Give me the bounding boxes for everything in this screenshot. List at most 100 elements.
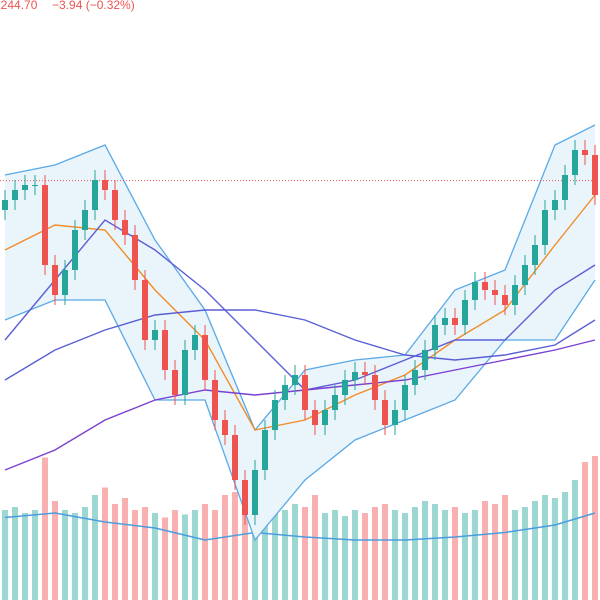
candle-body <box>592 155 598 195</box>
volume-bar <box>512 510 518 600</box>
candle-body <box>302 375 308 410</box>
candle-body <box>532 245 538 265</box>
candle-body <box>432 325 438 350</box>
volume-bar <box>72 513 78 600</box>
volume-bar <box>112 504 118 600</box>
volume-bar <box>532 501 538 600</box>
volume-bar <box>402 513 408 600</box>
volume-bar <box>472 510 478 600</box>
candle-body <box>142 280 148 340</box>
candle-body <box>172 370 178 395</box>
candle-body <box>52 265 58 295</box>
candle-body <box>452 318 458 325</box>
volume-bar <box>482 501 488 600</box>
candle-body <box>542 210 548 245</box>
candle-body <box>162 330 168 370</box>
candle-body <box>402 385 408 410</box>
candle-body <box>292 375 298 385</box>
volume-bar <box>432 504 438 600</box>
volume-bar <box>32 510 38 600</box>
candle-body <box>152 330 158 340</box>
candle-body <box>282 385 288 400</box>
candle-body <box>212 380 218 420</box>
volume-bar <box>62 510 68 600</box>
volume-bar <box>312 495 318 600</box>
volume-bar <box>342 516 348 600</box>
volume-bar <box>202 504 208 600</box>
candle-body <box>472 282 478 300</box>
volume-bar <box>122 498 128 600</box>
volume-bar <box>22 513 28 600</box>
candle-body <box>122 220 128 235</box>
volume-bar <box>352 510 358 600</box>
candle-body <box>512 285 518 305</box>
volume-bar <box>582 462 588 600</box>
candle-body <box>562 175 568 200</box>
volume-bar <box>222 495 228 600</box>
volume-bar <box>292 504 298 600</box>
band-fill <box>5 125 595 540</box>
volume-bar <box>542 495 548 600</box>
volume-bar <box>52 501 58 600</box>
candle-body <box>22 185 28 190</box>
candle-body <box>372 375 378 400</box>
volume-bar <box>562 492 568 600</box>
candle-body <box>32 185 38 186</box>
volume-bar <box>492 504 498 600</box>
candle-body <box>112 190 118 220</box>
volume-bar <box>332 510 338 600</box>
volume-bar <box>242 465 248 600</box>
candle-body <box>252 470 258 515</box>
volume-bar <box>502 495 508 600</box>
candle-body <box>272 400 278 430</box>
candle-body <box>352 372 358 380</box>
candle-body <box>132 235 138 280</box>
volume-bar <box>452 507 458 600</box>
volume-bar <box>372 507 378 600</box>
candle-body <box>202 335 208 380</box>
candle-body <box>482 282 488 290</box>
candle-body <box>232 435 238 480</box>
candle-body <box>312 410 318 425</box>
volume-bar <box>552 498 558 600</box>
candle-body <box>412 370 418 385</box>
volume-bar <box>322 513 328 600</box>
volume-bar <box>422 501 428 600</box>
candle-body <box>2 200 8 210</box>
volume-bar <box>212 510 218 600</box>
candle-body <box>502 295 508 305</box>
volume-bar <box>592 456 598 600</box>
change-label: −3.94 (−0.32%) <box>52 0 135 12</box>
volume-bar <box>142 507 148 600</box>
volume-bar <box>132 510 138 600</box>
candle-body <box>182 350 188 395</box>
volume-bar <box>252 507 258 600</box>
candle-body <box>362 372 368 375</box>
volume-bar <box>572 480 578 600</box>
candle-body <box>92 180 98 210</box>
candle-body <box>332 395 338 410</box>
volume-bar <box>92 495 98 600</box>
candle-body <box>12 190 18 200</box>
candle-body <box>462 300 468 325</box>
volume-bar <box>82 507 88 600</box>
candle-body <box>262 430 268 470</box>
volume-bar <box>102 487 108 600</box>
volume-bar <box>12 507 18 600</box>
volume-bar <box>42 457 48 600</box>
volume-bar <box>232 492 238 600</box>
volume-bar <box>522 507 528 600</box>
volume-bar <box>182 514 188 600</box>
volume-bar <box>462 513 468 600</box>
volume-bar <box>392 510 398 600</box>
candle-body <box>102 180 108 190</box>
volume-bar <box>282 510 288 600</box>
volume-bar <box>152 513 158 600</box>
candle-body <box>62 270 68 295</box>
volume-bar <box>162 517 168 600</box>
volume-bar <box>362 513 368 600</box>
candle-body <box>42 185 48 265</box>
volume-bar <box>382 504 388 600</box>
